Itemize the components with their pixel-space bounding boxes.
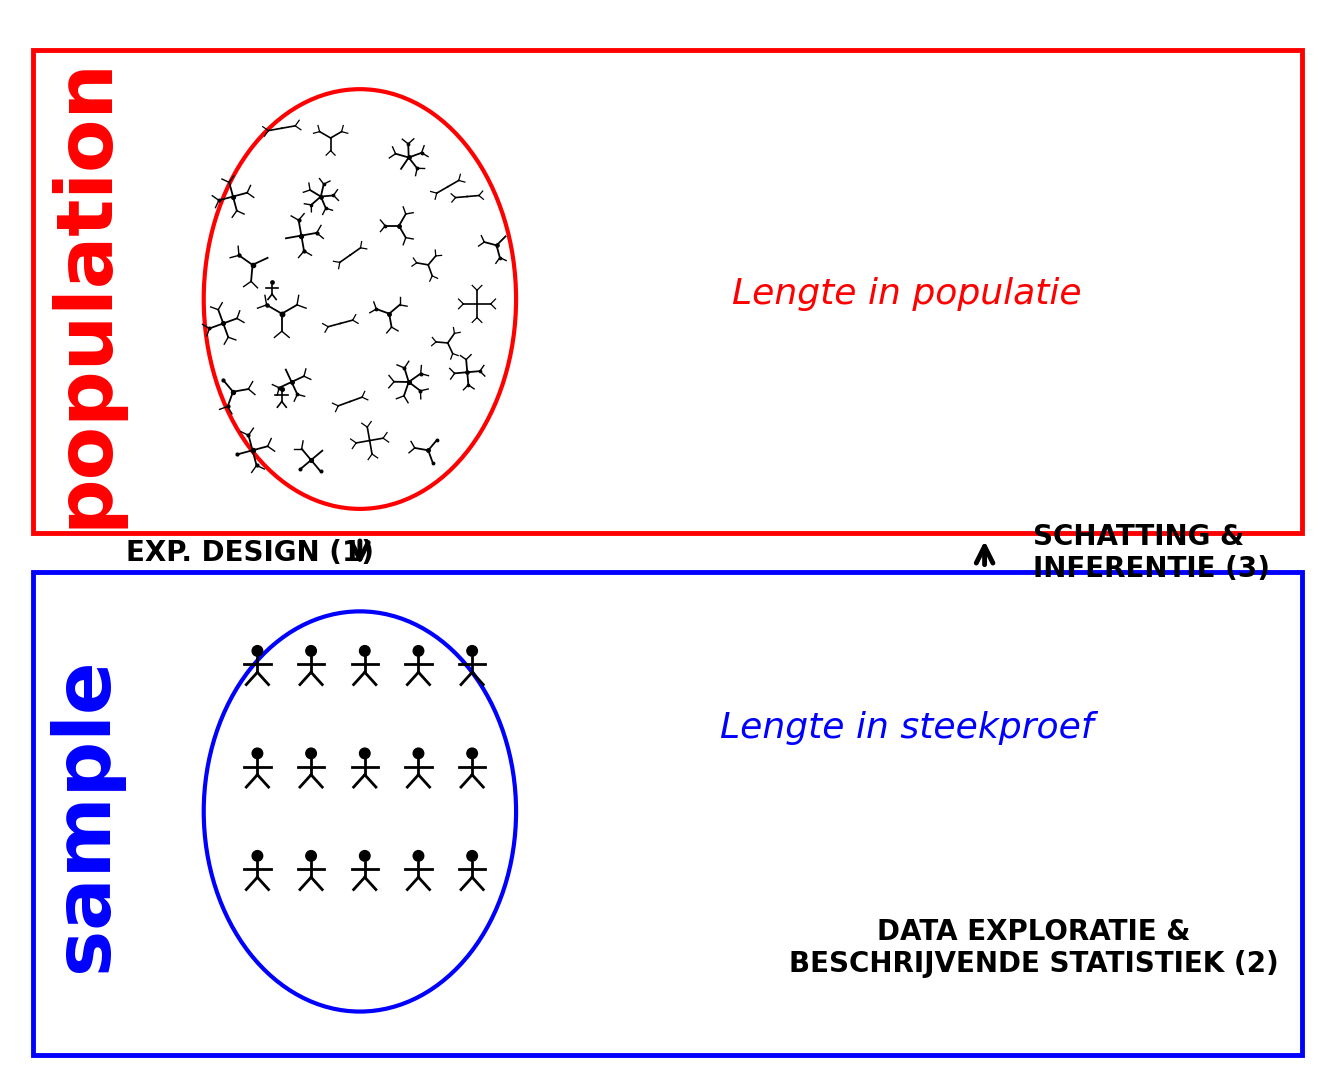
Circle shape [359,748,370,759]
Circle shape [466,646,477,656]
Text: DATA EXPLORATIE &
BESCHRIJVENDE STATISTIEK (2): DATA EXPLORATIE & BESCHRIJVENDE STATISTI… [789,918,1278,978]
Circle shape [413,850,423,861]
Circle shape [466,748,477,759]
Circle shape [359,850,370,861]
Text: Lengte in populatie: Lengte in populatie [731,277,1082,311]
Circle shape [466,850,477,861]
Circle shape [306,850,316,861]
Circle shape [306,646,316,656]
Text: sample: sample [47,657,122,972]
Text: EXP. DESIGN (1): EXP. DESIGN (1) [125,539,374,567]
Text: population: population [47,56,122,528]
Text: Lengte in steekproef: Lengte in steekproef [719,712,1093,745]
Circle shape [253,748,262,759]
Circle shape [253,850,262,861]
Bar [32,51,1302,533]
Circle shape [359,646,370,656]
Circle shape [413,748,423,759]
Circle shape [306,748,316,759]
Text: SCHATTING &
INFERENTIE (3): SCHATTING & INFERENTIE (3) [1034,522,1270,583]
Bar [32,572,1302,1056]
Circle shape [413,646,423,656]
Circle shape [253,646,262,656]
